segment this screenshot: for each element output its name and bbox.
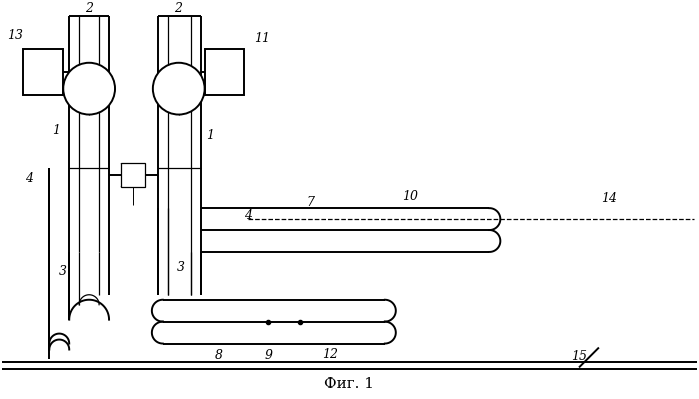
Text: 3: 3 bbox=[59, 265, 67, 279]
Circle shape bbox=[63, 63, 115, 115]
Text: 13: 13 bbox=[8, 30, 24, 42]
Text: 2: 2 bbox=[174, 2, 182, 16]
Bar bbox=[24, 49, 63, 95]
Text: 11: 11 bbox=[254, 32, 271, 45]
Text: 10: 10 bbox=[402, 190, 418, 203]
Text: 7: 7 bbox=[306, 196, 314, 209]
Bar bbox=[205, 49, 245, 95]
Text: 14: 14 bbox=[601, 192, 617, 205]
Text: 3: 3 bbox=[177, 261, 185, 275]
Text: 4: 4 bbox=[25, 172, 34, 185]
Text: 4: 4 bbox=[245, 209, 252, 221]
Bar bbox=[121, 163, 145, 187]
Text: 1: 1 bbox=[52, 124, 60, 137]
Text: 1: 1 bbox=[207, 129, 215, 142]
Text: 12: 12 bbox=[322, 348, 338, 361]
Text: 2: 2 bbox=[85, 2, 93, 16]
Text: 9: 9 bbox=[264, 349, 273, 362]
Text: 8: 8 bbox=[215, 349, 222, 362]
Text: Фиг. 1: Фиг. 1 bbox=[324, 377, 374, 391]
Circle shape bbox=[153, 63, 205, 115]
Text: 15: 15 bbox=[571, 350, 587, 363]
